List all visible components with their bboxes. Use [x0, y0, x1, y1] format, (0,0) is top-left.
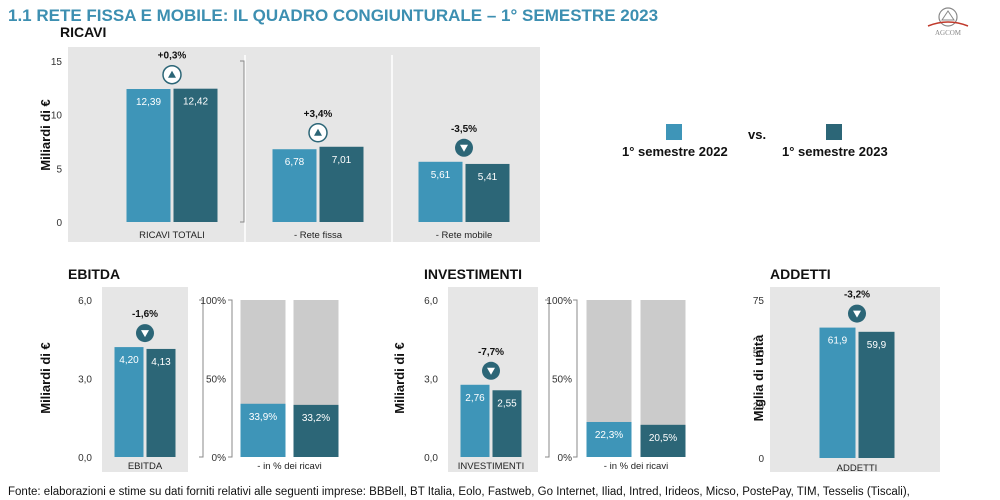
addetti-y-tick: 75: [753, 296, 765, 307]
legend-swatch-2022: [666, 124, 682, 140]
ebitda-bar: [114, 347, 144, 457]
ebitda-share-x-tick: - in % dei ricavi: [257, 461, 321, 472]
ebitda-bar: [146, 348, 176, 457]
section-title-addetti: ADDETTI: [770, 266, 831, 282]
ricavi-data-label: 12,42: [183, 97, 208, 108]
legend-separator: vs.: [748, 127, 767, 142]
investimenti-data-label: 2,76: [465, 393, 485, 404]
investimenti-change-icon-arrow: [487, 367, 495, 375]
ebitda-data-label: 4,13: [151, 357, 171, 368]
investimenti-share-data-label: 22,3%: [595, 430, 623, 441]
ebitda-y-tick: 0,0: [78, 453, 92, 464]
ebitda-share-data-label: 33,2%: [302, 413, 330, 424]
investimenti-bracket: [545, 299, 550, 458]
investimenti-share-bracket: [573, 299, 578, 458]
section-title-investimenti: INVESTIMENTI: [424, 266, 523, 282]
investimenti-x-tick: INVESTIMENTI: [458, 461, 525, 472]
ebitda-share-bar: [240, 403, 286, 457]
ebitda-x-tick: EBITDA: [128, 461, 163, 472]
section-title-ebitda: EBITDA: [68, 266, 121, 282]
ebitda-share-y-tick: 0%: [212, 453, 227, 464]
page-title: 1.1 RETE FISSA E MOBILE: IL QUADRO CONGI…: [8, 6, 659, 25]
ricavi-y-axis-label: Miliardi di €: [38, 99, 53, 171]
addetti-y-tick: 50: [753, 349, 765, 360]
charts-canvas: 0 5 10 15 Miliardi di € 12,39 12,42 RICAVI TOTA…: [38, 47, 940, 474]
investimenti-bar: [492, 390, 522, 457]
addetti-y-axis-label: Miglia di unità: [751, 334, 766, 421]
ebitda-change-icon-arrow: [141, 330, 149, 338]
investimenti-share-x-tick: - in % dei ricavi: [604, 461, 668, 472]
ebitda-bracket: [199, 299, 204, 458]
ricavi-change-icon-arrow: [460, 144, 468, 152]
ebitda-share-bracket: [228, 299, 233, 458]
ricavi-y-tick: 10: [51, 111, 63, 122]
ricavi-bar: [465, 163, 510, 222]
ebitda-share-data-label: 33,9%: [249, 412, 277, 423]
legend-label-2023: 1° semestre 2023: [782, 144, 888, 159]
investimenti-change-label: -7,7%: [478, 347, 504, 358]
ricavi-bar: [173, 88, 218, 222]
addetti-change-label: -3,2%: [844, 290, 870, 301]
ricavi-bracket: [240, 60, 245, 223]
addetti-data-label: 59,9: [867, 340, 887, 351]
ricavi-change-label: +3,4%: [304, 109, 333, 120]
ricavi-change-icon-arrow: [168, 70, 176, 78]
ebitda-share-y-tick: 100%: [200, 296, 226, 307]
investimenti-share-y-tick: 100%: [546, 296, 572, 307]
ricavi-y-tick: 15: [51, 57, 63, 68]
agcom-logo: AGCOM: [927, 7, 969, 37]
addetti-bar: [819, 327, 856, 458]
investimenti-share-bar: [640, 424, 686, 457]
ricavi-bar: [319, 146, 364, 222]
investimenti-y-axis-label: Miliardi di €: [392, 342, 407, 414]
ricavi-bar: [126, 89, 171, 222]
ebitda-y-axis-label: Miliardi di €: [38, 342, 53, 414]
ebitda-share-y-tick: 50%: [206, 375, 226, 386]
addetti-change-icon-arrow: [853, 310, 861, 318]
ebitda-data-label: 4,20: [119, 355, 139, 366]
ebitda-change-label: -1,6%: [132, 309, 158, 320]
ricavi-data-label: 6,78: [285, 157, 305, 168]
addetti-bar: [858, 331, 895, 458]
svg-text:AGCOM: AGCOM: [935, 29, 962, 37]
ebitda-y-tick: 6,0: [78, 296, 92, 307]
ebitda-share-bar: [293, 404, 339, 457]
ricavi-data-label: 5,61: [431, 170, 451, 181]
addetti-y-tick: 25: [753, 401, 765, 412]
investimenti-data-label: 2,55: [497, 398, 517, 409]
investimenti-share-data-label: 20,5%: [649, 433, 677, 444]
ricavi-y-tick: 5: [56, 164, 62, 175]
legend-label-2022: 1° semestre 2022: [622, 144, 728, 159]
ebitda-y-tick: 3,0: [78, 375, 92, 386]
legend-swatch-2023: [826, 124, 842, 140]
investimenti-bar: [460, 384, 490, 457]
ricavi-data-label: 12,39: [136, 97, 161, 108]
ricavi-bar: [272, 149, 317, 222]
ricavi-data-label: 5,41: [478, 172, 498, 183]
investimenti-share-y-tick: 50%: [552, 375, 572, 386]
ricavi-x-tick: - Rete mobile: [436, 230, 493, 241]
ricavi-change-label: -3,5%: [451, 124, 477, 135]
addetti-data-label: 61,9: [828, 336, 848, 347]
addetti-x-tick: ADDETTI: [837, 463, 878, 474]
investimenti-y-tick: 3,0: [424, 375, 438, 386]
ricavi-bar: [418, 161, 463, 222]
addetti-y-tick: 0: [758, 454, 764, 465]
section-title-ricavi: RICAVI: [60, 24, 107, 40]
ricavi-change-label: +0,3%: [158, 51, 187, 62]
ricavi-x-tick: - Rete fissa: [294, 230, 343, 241]
ricavi-x-tick: RICAVI TOTALI: [139, 230, 205, 241]
investimenti-share-y-tick: 0%: [558, 453, 573, 464]
ricavi-y-tick: 0: [56, 218, 62, 229]
investimenti-y-tick: 0,0: [424, 453, 438, 464]
investimenti-share-bar: [586, 421, 632, 457]
ricavi-change-icon-arrow: [314, 128, 322, 136]
ricavi-data-label: 7,01: [332, 155, 352, 166]
source-note: Fonte: elaborazioni e stime su dati forn…: [8, 486, 910, 498]
investimenti-y-tick: 6,0: [424, 296, 438, 307]
